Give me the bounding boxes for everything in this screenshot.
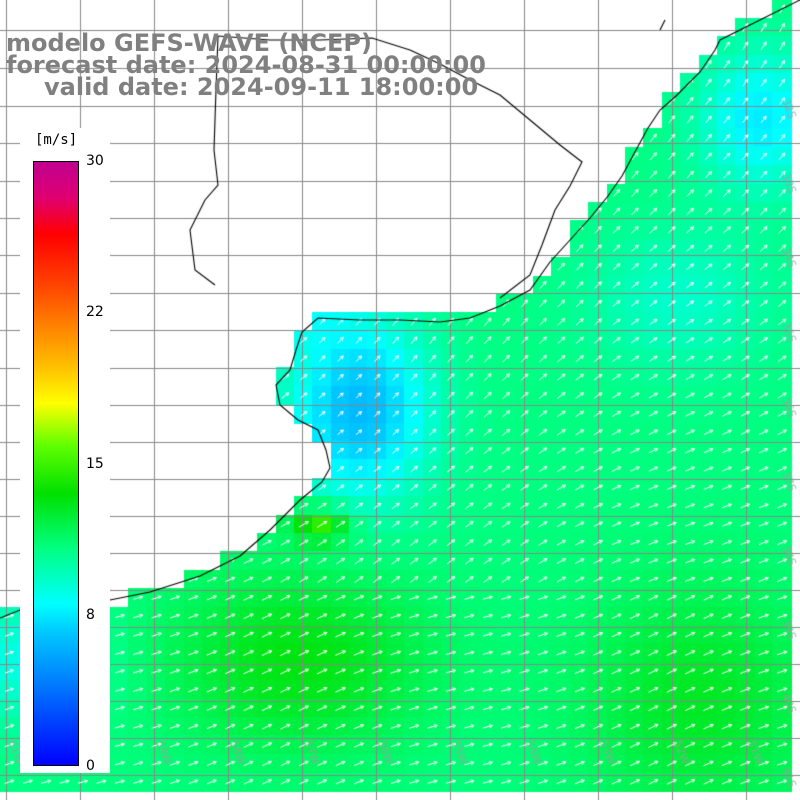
colorbar-tick-0: 0 — [86, 758, 95, 774]
title-valid-date: valid date: 2024-09-11 18:00:00 — [44, 73, 479, 101]
colorbar-unit: [m/s] — [33, 132, 80, 148]
colorbar-tick-15: 15 — [86, 456, 104, 472]
colorbar-tick-30: 30 — [86, 153, 104, 169]
title-model: modelo GEFS-WAVE (NCEP) — [6, 29, 372, 57]
colorbar — [33, 161, 79, 766]
colorbar-tick-8: 8 — [86, 607, 95, 623]
colorbar-tick-22: 22 — [86, 304, 104, 320]
title-forecast-date: forecast date: 2024-08-31 00:00:00 — [6, 51, 486, 79]
